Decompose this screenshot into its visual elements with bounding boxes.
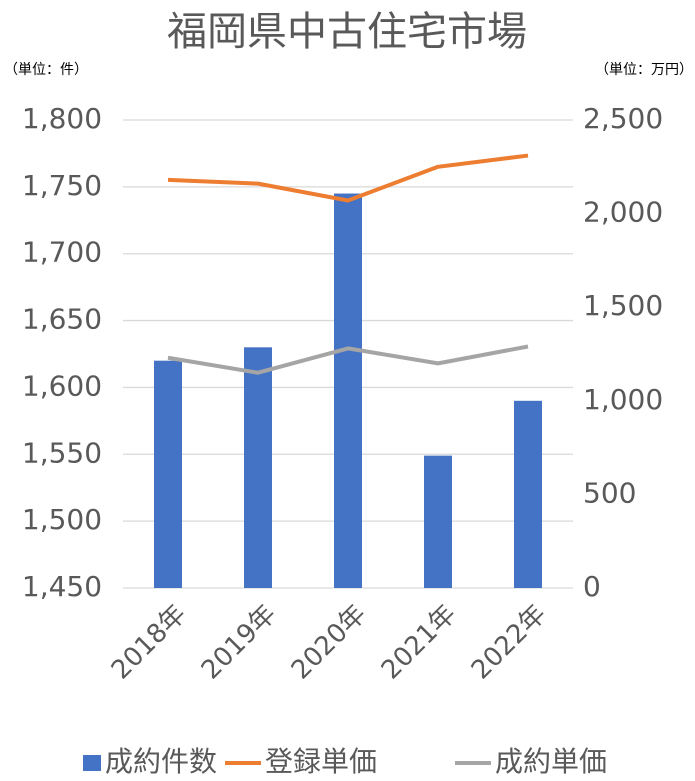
x-tick-label: 2021年 xyxy=(376,599,462,685)
y-tick-label: 1,750 xyxy=(22,169,102,202)
bar xyxy=(244,347,272,588)
y-tick-label: 1,700 xyxy=(22,236,102,269)
y2-tick-label: 1,500 xyxy=(583,289,663,322)
bar xyxy=(154,360,182,588)
y-tick-label: 1,550 xyxy=(22,436,102,469)
legend-swatch xyxy=(83,755,101,771)
x-tick-label: 2019年 xyxy=(196,599,282,685)
y2-axis-label: （単位：万円） xyxy=(595,62,693,78)
legend-label: 登録単価 xyxy=(265,745,377,778)
line xyxy=(167,153,529,203)
y2-tick-label: 0 xyxy=(583,570,601,603)
legend-label: 成約単価 xyxy=(495,745,607,778)
y2-tick-label: 500 xyxy=(583,476,636,509)
y2-tick-label: 1,000 xyxy=(583,383,663,416)
bar xyxy=(514,400,542,588)
x-tick-label: 2022年 xyxy=(466,599,552,685)
legend-label: 成約件数 xyxy=(105,745,217,778)
bar xyxy=(334,193,362,589)
y2-tick-label: 2,500 xyxy=(583,102,663,135)
y-tick-label: 1,500 xyxy=(22,503,102,536)
y-tick-label: 1,450 xyxy=(22,570,102,603)
y-tick-label: 1,600 xyxy=(22,369,102,402)
bar xyxy=(424,455,452,588)
y-tick-label: 1,800 xyxy=(22,102,102,135)
y-axis-label: （単位：件） xyxy=(4,62,88,78)
line xyxy=(167,344,529,375)
y2-tick-label: 2,000 xyxy=(583,196,663,229)
chart-title: 福岡県中古住宅市場 xyxy=(167,9,527,55)
y-tick-label: 1,650 xyxy=(22,303,102,336)
x-tick-label: 2018年 xyxy=(106,599,192,685)
x-tick-label: 2020年 xyxy=(286,599,372,685)
